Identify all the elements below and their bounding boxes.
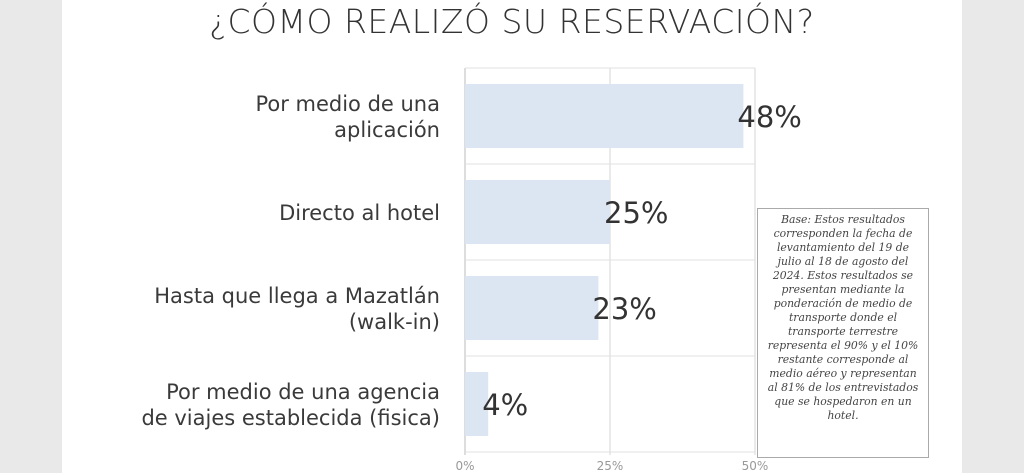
category-label: Directo al hotel <box>279 201 440 225</box>
category-label-line: aplicación <box>334 118 440 142</box>
category-label-line: Por medio de una <box>255 92 440 116</box>
bar <box>465 180 610 244</box>
x-tick-labels: 0% 25% 50% <box>455 459 768 473</box>
data-label: 4% <box>482 388 528 422</box>
chart-title: ¿CÓMO REALIZÓ SU RESERVACIÓN? <box>209 2 815 41</box>
data-label: 25% <box>604 196 668 230</box>
category-label-line: Hasta que llega a Mazatlán <box>154 284 440 308</box>
category-label: Por medio de una aplicación <box>255 92 440 142</box>
category-labels: Por medio de una aplicación Directo al hot… <box>141 92 440 430</box>
category-label-line: de viajes establecida (fisica) <box>141 406 440 430</box>
value-labels: 48% 25% 23% 4% <box>482 100 802 422</box>
bar <box>465 84 744 148</box>
category-label-line: (walk-in) <box>349 310 440 334</box>
category-label: Por medio de una agencia de viajes establ… <box>141 380 440 430</box>
x-tick-label: 0% <box>455 459 474 473</box>
x-tick-label: 50% <box>742 459 769 473</box>
category-label: Hasta que llega a Mazatlán (walk-in) <box>154 284 440 334</box>
category-label-line: Directo al hotel <box>279 201 440 225</box>
x-tick-label: 25% <box>597 459 624 473</box>
data-label: 48% <box>737 100 801 134</box>
bar <box>465 276 599 340</box>
bar <box>465 372 489 436</box>
data-label: 23% <box>592 292 656 326</box>
base-note: Base: Estos resultados corresponden la f… <box>757 208 929 458</box>
category-label-line: Por medio de una agencia <box>166 380 440 404</box>
bars <box>465 84 744 436</box>
